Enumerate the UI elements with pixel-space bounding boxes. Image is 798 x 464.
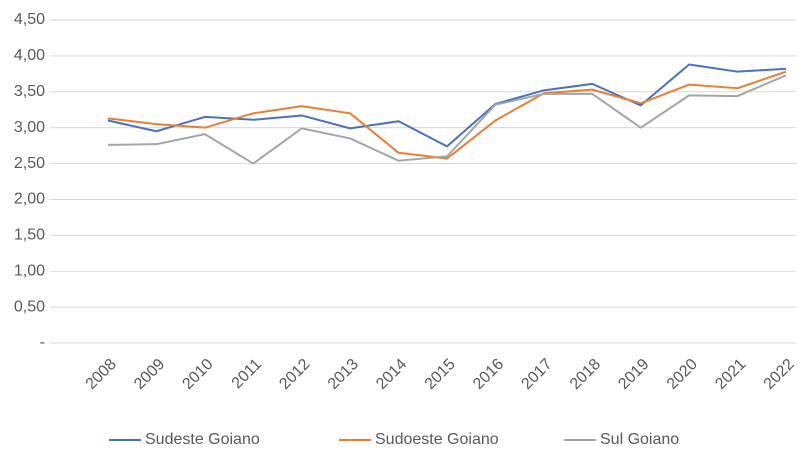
y-tick-label: 4,00 bbox=[14, 47, 45, 64]
y-tick-label: 1,00 bbox=[14, 262, 45, 279]
y-tick-label: 2,50 bbox=[14, 155, 45, 172]
series-line bbox=[107, 74, 787, 165]
series-line bbox=[107, 63, 787, 148]
x-tick-label: 2018 bbox=[567, 356, 604, 393]
legend-label: Sul Goiano bbox=[600, 431, 679, 448]
y-tick-label: - bbox=[40, 334, 45, 351]
x-tick-label: 2020 bbox=[664, 356, 701, 393]
series-line bbox=[107, 70, 787, 160]
x-tick-label: 2015 bbox=[422, 356, 459, 393]
x-tick-label: 2016 bbox=[470, 356, 507, 393]
y-tick-label: 3,50 bbox=[14, 83, 45, 100]
legend-label: Sudeste Goiano bbox=[145, 431, 260, 448]
y-tick-label: 4,50 bbox=[14, 11, 45, 28]
x-tick-label: 2021 bbox=[712, 356, 749, 393]
x-tick-label: 2011 bbox=[229, 356, 265, 392]
legend-label: Sudoeste Goiano bbox=[375, 431, 499, 448]
x-tick-label: 2009 bbox=[131, 356, 168, 393]
x-tick-label: 2012 bbox=[276, 356, 313, 393]
x-tick-label: 2022 bbox=[761, 356, 798, 393]
x-tick-label: 2008 bbox=[83, 356, 120, 393]
x-tick-label: 2014 bbox=[373, 356, 410, 393]
y-tick-label: 2,00 bbox=[14, 191, 45, 208]
x-tick-label: 2010 bbox=[179, 356, 216, 393]
x-tick-label: 2019 bbox=[615, 356, 652, 393]
y-tick-label: 3,00 bbox=[14, 119, 45, 136]
x-tick-label: 2013 bbox=[325, 356, 362, 393]
y-tick-label: 0,50 bbox=[14, 298, 45, 315]
x-tick-label: 2017 bbox=[518, 356, 555, 393]
y-tick-label: 1,50 bbox=[14, 227, 45, 244]
